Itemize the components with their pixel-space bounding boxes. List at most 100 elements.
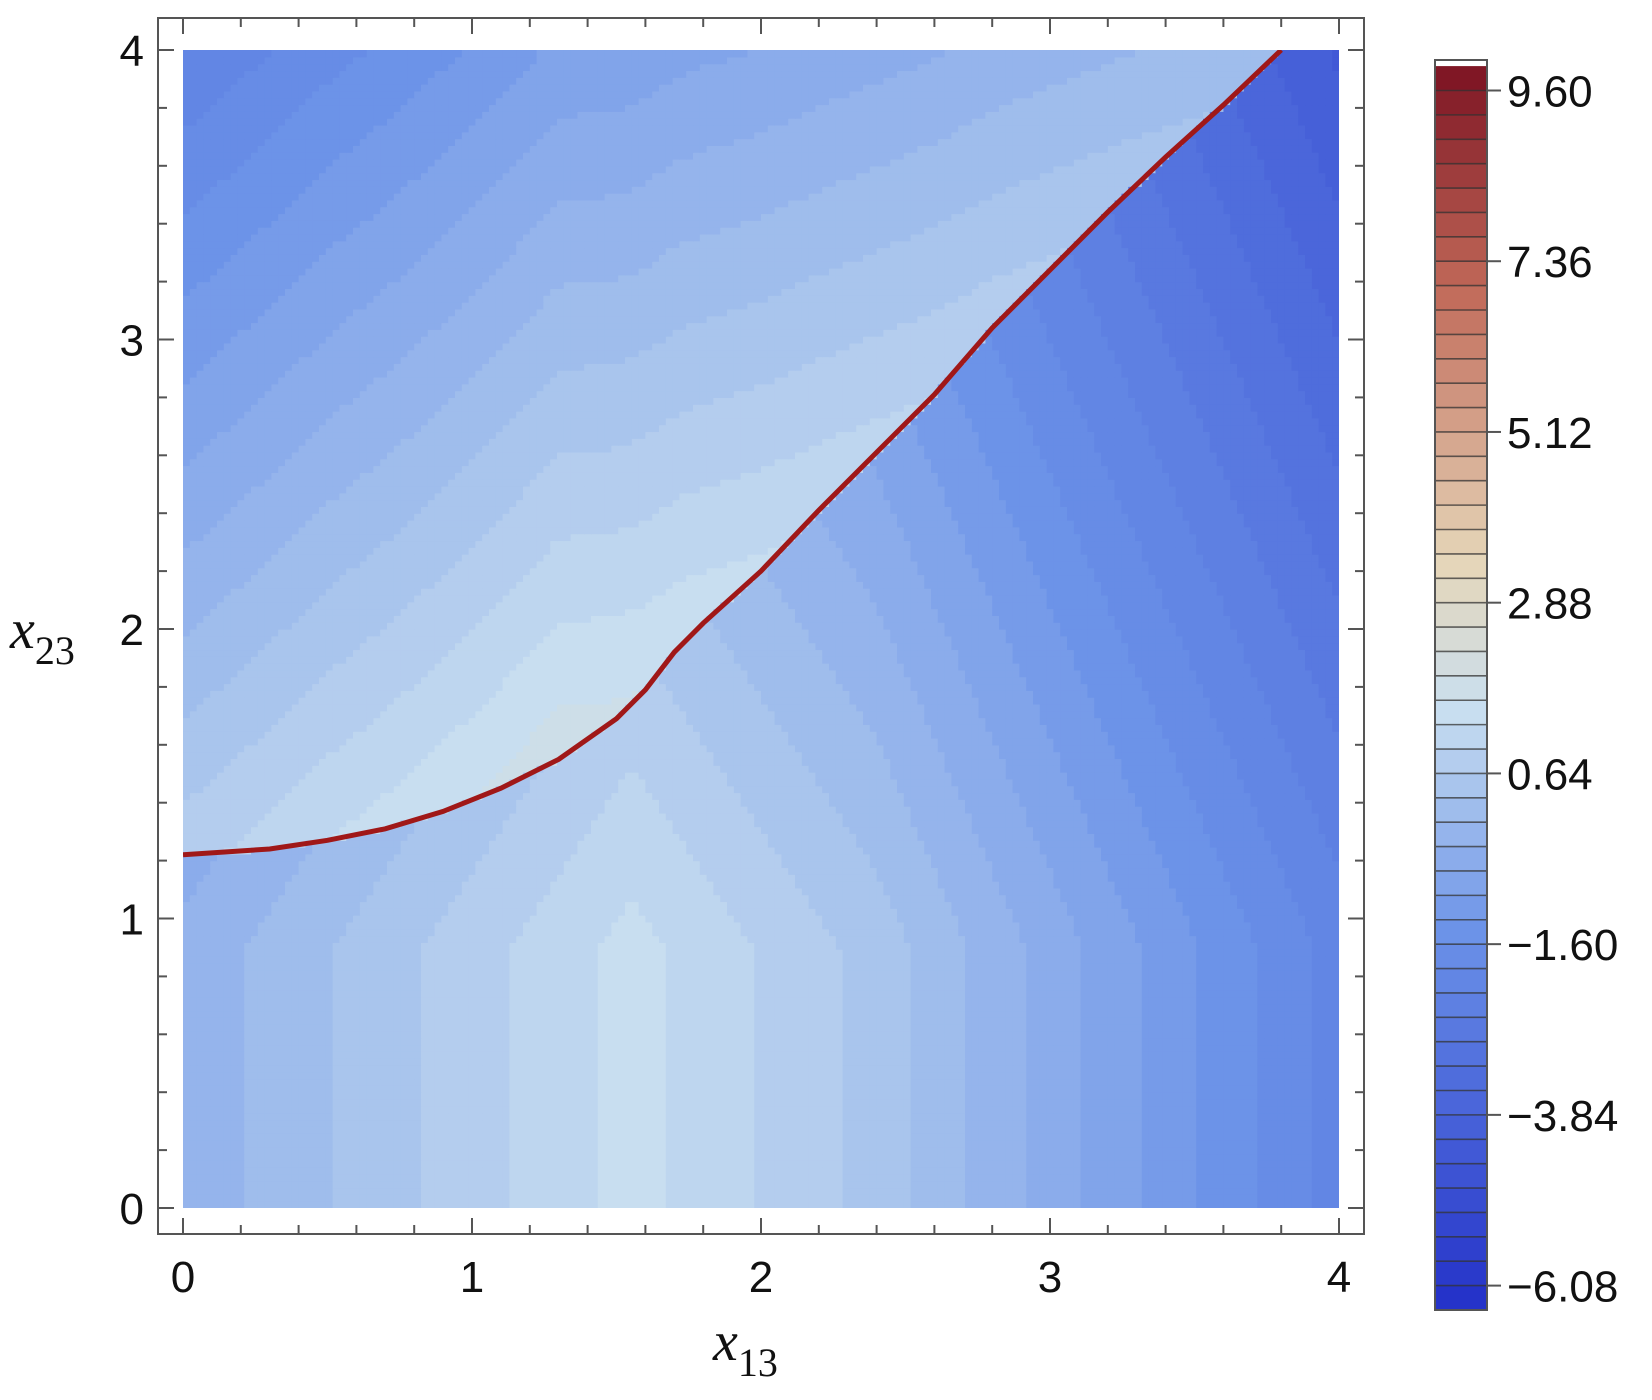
contour-cell [815,1173,823,1182]
contour-cell [1101,1167,1109,1175]
contour-cell [1046,1173,1054,1182]
contour-cell [1305,1160,1313,1168]
contour-cell [842,1064,850,1073]
contour-cell [1291,1119,1299,1127]
contour-cell [808,1085,816,1093]
contour-cell [543,1071,551,1080]
contour-cell [604,1173,612,1182]
contour-cell [325,1167,334,1175]
contour-cell [312,1064,320,1073]
contour-cell [366,1187,374,1195]
contour-cell [1033,1187,1041,1195]
contour-cell [1046,1037,1054,1046]
contour-cell [645,1010,653,1018]
contour-cell [237,1126,245,1134]
contour-cell [1060,1044,1068,1052]
contour-cell [706,1017,714,1025]
contour-cell [264,1160,272,1168]
contour-cell [1080,1064,1088,1073]
contour-cell [645,1153,653,1161]
contour-cell [611,1173,619,1182]
contour-cell [1237,1017,1245,1025]
contour-cell [339,1139,347,1148]
contour-cell [421,1037,429,1046]
contour-cell [1243,1064,1252,1073]
contour-cell [618,1126,626,1134]
contour-cell [251,1037,259,1046]
contour-cell [693,1153,701,1161]
contour-cell [1060,1180,1068,1189]
contour-cell [761,1119,769,1127]
contour-cell [1155,1044,1163,1052]
contour-cell [285,1003,293,1012]
contour-cell [1209,1167,1218,1175]
contour-cell [788,1201,796,1208]
contour-cell [795,1085,803,1093]
contour-cell [1257,1078,1265,1086]
contour-cell [1155,1126,1163,1134]
contour-cell [1141,1112,1150,1121]
contour-cell [1141,1010,1150,1018]
contour-cell [210,1044,218,1052]
contour-cell [645,1030,653,1039]
contour-cell [1169,1160,1177,1168]
contour-cell [407,1064,415,1073]
contour-cell [230,1024,238,1032]
contour-cell [944,1051,952,1059]
contour-cell [312,1017,320,1025]
contour-cell [631,1146,640,1155]
contour-cell [665,1146,674,1155]
contour-cell [1189,1071,1197,1080]
contour-cell [788,1071,796,1080]
contour-cell [380,1003,388,1012]
contour-cell [1046,1194,1054,1202]
contour-cell [1305,1167,1313,1175]
contour-cell [903,1201,912,1208]
contour-cell [448,1126,456,1134]
contour-cell [645,1146,653,1155]
contour-cell [183,1167,191,1175]
contour-cell [761,1126,769,1134]
contour-cell [849,1092,857,1100]
contour-cell [325,1187,334,1195]
contour-cell [441,1037,449,1046]
contour-cell [1284,1119,1292,1127]
contour-cell [251,1092,259,1100]
contour-cell [856,1153,864,1161]
contour-cell [203,1030,211,1039]
contour-cell [781,1010,789,1018]
contour-cell [1162,1024,1170,1032]
contour-cell [645,1044,653,1052]
contour-cell [380,1153,388,1161]
contour-cell [584,1187,592,1195]
contour-cell [788,1030,796,1039]
contour-cell [1073,1078,1082,1086]
contour-cell [699,1010,708,1018]
contour-cell [1101,1064,1109,1073]
contour-cell [298,1167,306,1175]
contour-cell [1121,1078,1129,1086]
contour-cell [1148,1180,1156,1189]
contour-cell [706,1119,714,1127]
contour-cell [1223,1119,1231,1127]
contour-cell [1209,1201,1218,1208]
contour-cell [795,1180,803,1189]
contour-cell [400,1071,408,1080]
contour-cell [203,1126,211,1134]
contour-cell [1237,1153,1245,1161]
contour-cell [1196,1030,1204,1039]
contour-cell [706,1064,714,1073]
contour-cell [359,1126,368,1134]
contour-cell [801,1133,810,1141]
contour-cell [461,1030,470,1039]
contour-cell [529,1024,538,1032]
contour-cell [1277,1133,1286,1141]
contour-cell [924,1119,932,1127]
contour-cell [312,1092,320,1100]
contour-cell [1155,1037,1163,1046]
contour-cell [781,1133,789,1141]
contour-cell [1155,1017,1163,1025]
contour-cell [455,1037,463,1046]
contour-cell [183,1030,191,1039]
contour-cell [1271,1105,1279,1114]
